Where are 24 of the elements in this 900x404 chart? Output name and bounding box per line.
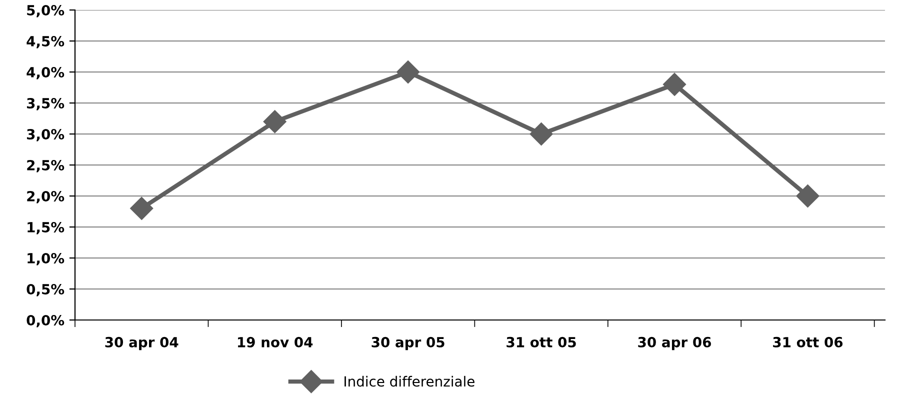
point xyxy=(796,184,820,208)
point xyxy=(530,122,553,146)
point xyxy=(663,72,686,96)
y-tick-label: 3,5% xyxy=(26,98,64,110)
y-tick-label: 4,5% xyxy=(26,36,64,48)
y-tick-label: 0,0% xyxy=(26,314,64,328)
x-tick-label: 31 ott 06 xyxy=(773,336,843,348)
y-tick-label: 4,0% xyxy=(26,66,64,80)
y-tick-label: 2,5% xyxy=(27,160,64,172)
x-tick-label: 19 nov 04 xyxy=(238,336,313,348)
legend-label: Indice differenziale xyxy=(344,376,474,387)
y-tick-label: 3,0% xyxy=(26,128,64,142)
x-tick-label: 30 apr 04 xyxy=(105,336,178,350)
y-tick-label: 2,0% xyxy=(27,190,64,204)
x-tick-label: 31 ott 05 xyxy=(506,336,576,348)
y-tick-label: 1,0% xyxy=(28,252,64,266)
x-tick-label: 30 apr 05 xyxy=(372,336,444,350)
y-tick-label: 0,5% xyxy=(26,284,64,296)
x-tick-label: 30 apr 06 xyxy=(638,336,712,350)
point xyxy=(263,110,286,134)
y-tick-label: 5,0% xyxy=(27,4,64,18)
point xyxy=(130,196,154,220)
point xyxy=(396,60,420,84)
y-tick-label: 1,5% xyxy=(28,222,64,234)
